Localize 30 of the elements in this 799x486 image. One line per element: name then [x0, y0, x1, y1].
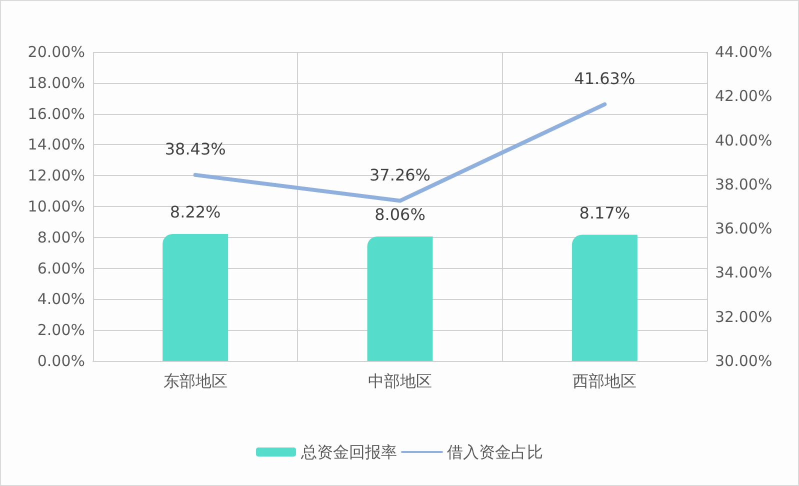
y2-tick-label: 44.00% — [715, 43, 772, 61]
y2-tick-label: 38.00% — [715, 175, 772, 194]
data-label: 38.43% — [164, 139, 226, 158]
x-tick-label: 中部地区 — [368, 372, 432, 390]
y2-tick-label: 36.00% — [715, 220, 772, 238]
y-tick-label: 6.00% — [37, 259, 85, 278]
y2-tick-label: 32.00% — [715, 308, 772, 326]
y-tick-label: 0.00% — [37, 352, 85, 370]
x-tick-label: 东部地区 — [163, 372, 228, 390]
x-tick-label: 西部地区 — [572, 372, 637, 390]
legend-label: 总资金回报率 — [300, 442, 397, 462]
y-tick-label: 2.00% — [37, 321, 85, 340]
legend-label: 借入资金占比 — [447, 442, 543, 462]
y-tick-label: 10.00% — [28, 198, 85, 216]
y2-tick-label: 40.00% — [715, 131, 772, 150]
data-label: 8.17% — [579, 203, 630, 222]
y-tick-label: 4.00% — [37, 290, 85, 308]
y-tick-label: 20.00% — [28, 43, 85, 61]
y2-tick-label: 30.00% — [715, 352, 772, 370]
y2-tick-label: 42.00% — [715, 87, 772, 106]
y2-tick-label: 34.00% — [715, 264, 772, 282]
y-tick-label: 14.00% — [28, 136, 85, 154]
y-tick-label: 8.00% — [37, 228, 85, 246]
data-label: 41.63% — [574, 68, 636, 88]
data-label: 8.22% — [170, 202, 221, 222]
data-label: 8.06% — [374, 204, 426, 224]
data-label: 37.26% — [369, 165, 431, 184]
y-tick-label: 18.00% — [28, 74, 85, 92]
y-tick-label: 16.00% — [28, 104, 85, 123]
y-tick-label: 12.00% — [28, 166, 85, 185]
